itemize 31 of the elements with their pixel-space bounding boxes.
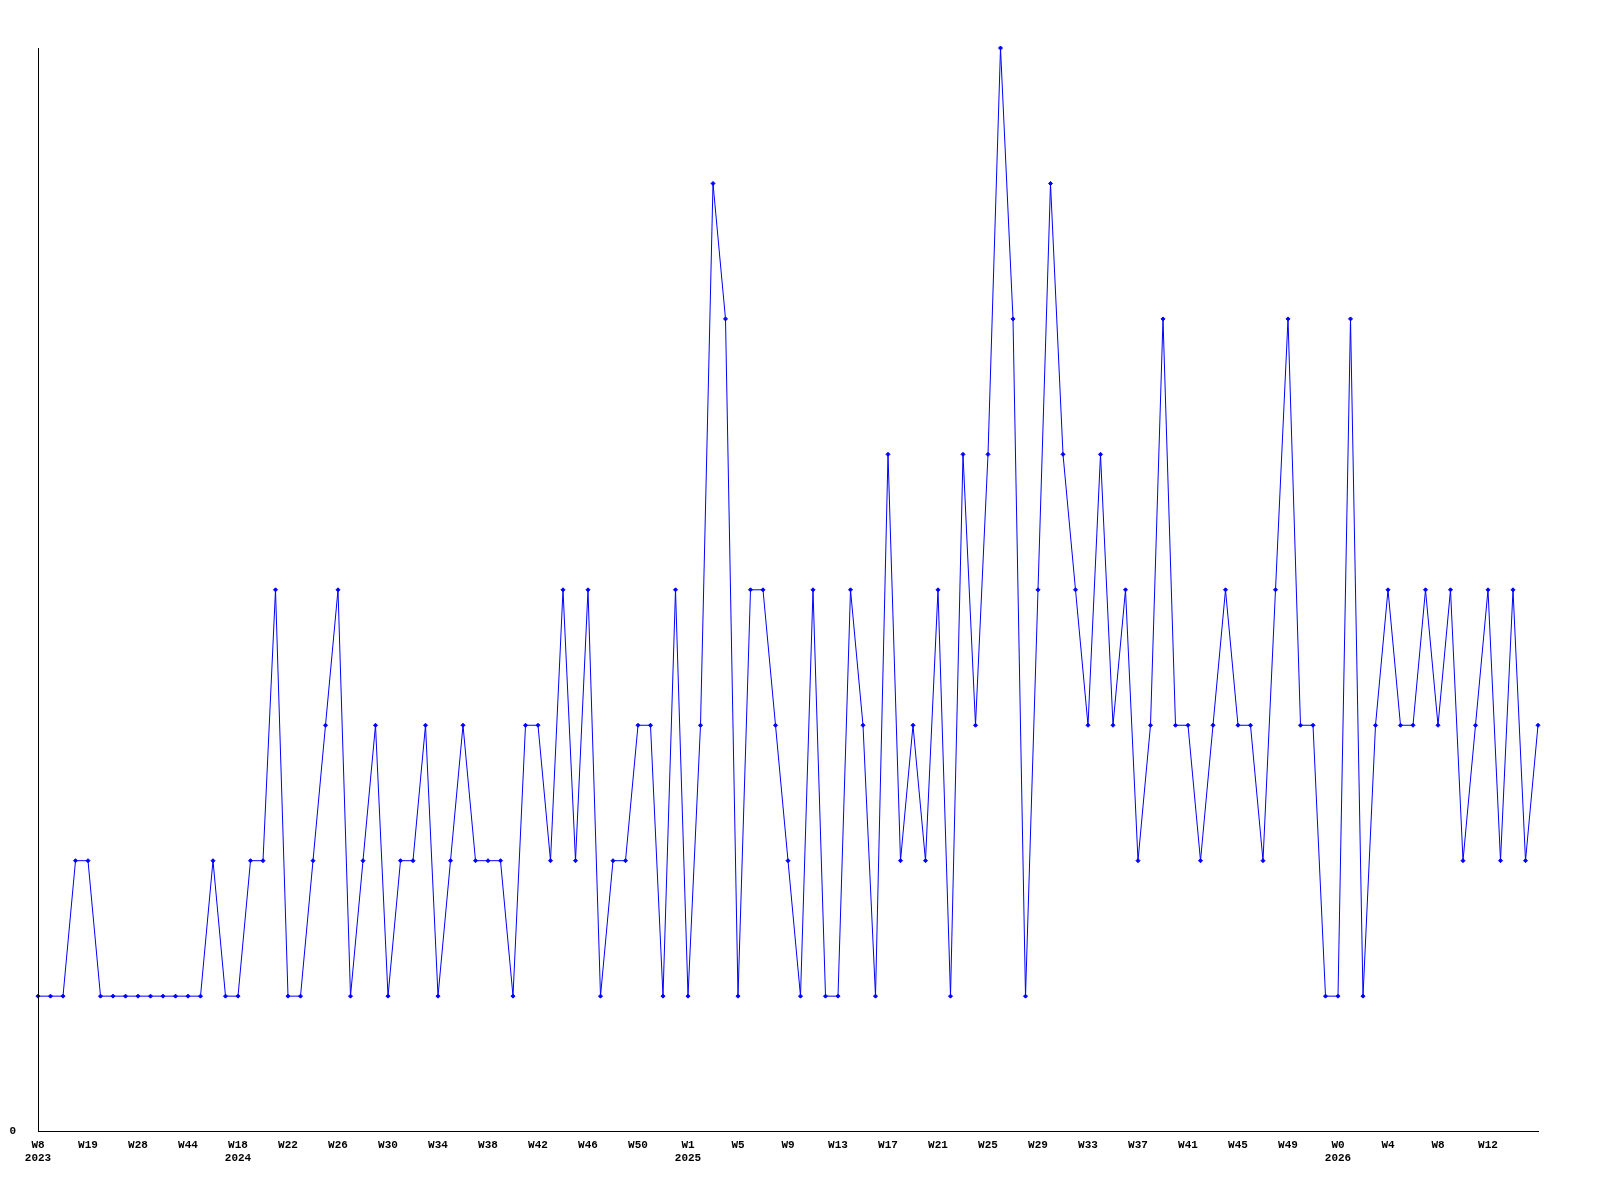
x-tick-label: W38 bbox=[478, 1138, 499, 1151]
x-tick-label: W1 2025 bbox=[674, 1138, 702, 1165]
x-tick-label: W49 bbox=[1278, 1138, 1298, 1151]
x-tick-label: W44 bbox=[178, 1138, 199, 1151]
x-tick-label: W50 bbox=[628, 1138, 648, 1151]
x-tick-label: W45 bbox=[1228, 1138, 1249, 1151]
text: 0 bbox=[9, 1125, 16, 1138]
x-tick-label: W21 bbox=[928, 1138, 949, 1151]
x-tick-label: W22 bbox=[278, 1138, 298, 1151]
x-tick-label: W25 bbox=[978, 1138, 999, 1151]
x-tick-label: W4 bbox=[1381, 1138, 1395, 1151]
x-tick-label: W8 2023 bbox=[24, 1138, 52, 1165]
x-tick-label: W26 bbox=[328, 1138, 348, 1151]
x-tick-label: W33 bbox=[1078, 1138, 1099, 1151]
x-tick-label: W13 bbox=[828, 1138, 849, 1151]
x-tick-label: W19 bbox=[78, 1138, 98, 1151]
x-tick-label: W34 bbox=[428, 1138, 449, 1151]
x-tick-label: W5 bbox=[731, 1138, 745, 1151]
x-tick-label: W30 bbox=[378, 1138, 398, 1151]
x-tick-label: W17 bbox=[878, 1138, 898, 1151]
x-tick-label: W37 bbox=[1128, 1138, 1148, 1151]
x-tick-label: W28 bbox=[128, 1138, 149, 1151]
x-tick-label: W41 bbox=[1178, 1138, 1199, 1151]
x-tick-label: W8 bbox=[1431, 1138, 1445, 1151]
x-tick-label: W18 2024 bbox=[224, 1138, 252, 1165]
x-tick-label: W29 bbox=[1028, 1138, 1048, 1151]
x-tick-label: W0 2026 bbox=[1324, 1138, 1352, 1165]
x-tick-label: W9 bbox=[781, 1138, 795, 1151]
x-tick-label: W42 bbox=[528, 1138, 548, 1151]
x-tick-label: W12 bbox=[1478, 1138, 1498, 1151]
x-tick-label: W46 bbox=[578, 1138, 598, 1151]
